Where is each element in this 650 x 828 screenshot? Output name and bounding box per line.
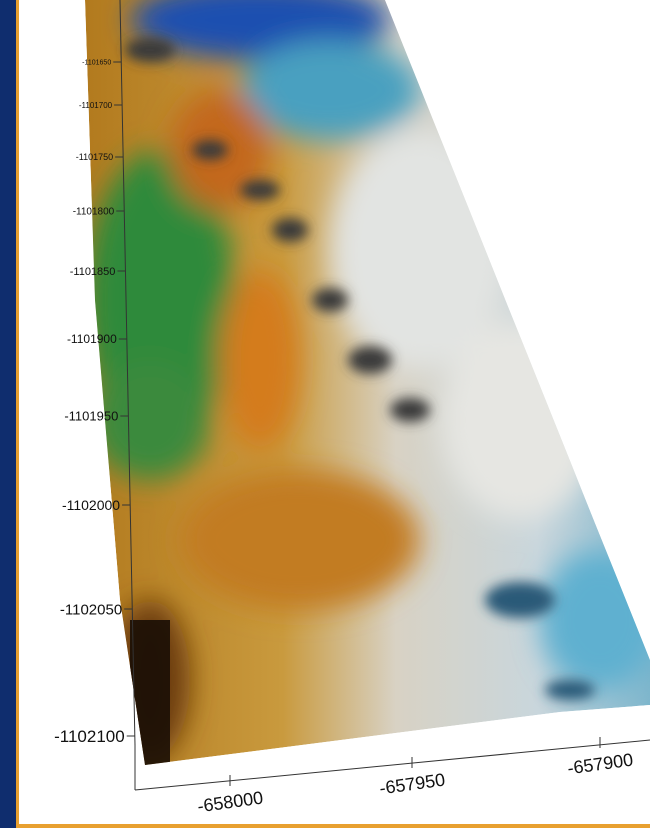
x-tick-label: -658000 (196, 787, 264, 816)
y-tick-label: -1102000 (62, 497, 120, 513)
y-tick-label: -1101900 (67, 332, 117, 346)
bottom-border (16, 824, 650, 828)
y-tick-label: -1102050 (60, 601, 122, 618)
terrain (85, 0, 650, 765)
side-border (16, 0, 19, 828)
y-tick-label: -1101700 (79, 101, 113, 110)
x-tick-label: -657950 (378, 769, 446, 798)
y-tick-label: -1101650 (82, 59, 111, 66)
y-tick-label: -1101800 (73, 207, 115, 218)
x-tick-label: -657900 (566, 749, 634, 778)
terrain-view: -1101650 -1101700 -1101750 -1101800 -1101850… (0, 0, 650, 828)
y-tick-label: -1101950 (64, 409, 118, 424)
page: -1101650 -1101700 -1101750 -1101800 -1101850… (0, 0, 650, 828)
y-tick-label: -1101750 (76, 152, 113, 162)
y-tick-label: -1101850 (70, 266, 116, 278)
y-tick-label: -1102100 (54, 727, 125, 746)
side-band (0, 0, 16, 828)
